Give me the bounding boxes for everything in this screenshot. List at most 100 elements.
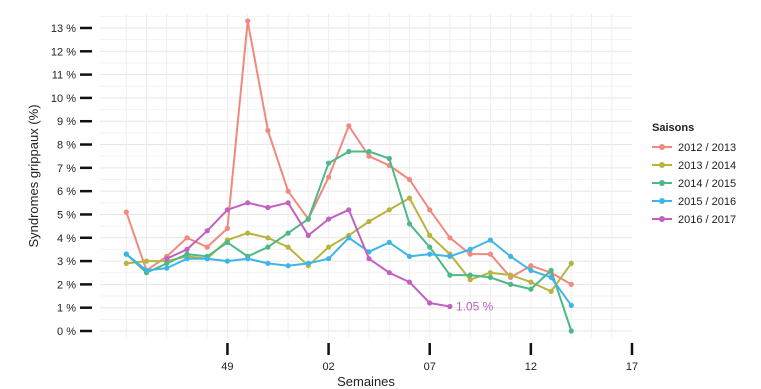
data-point [245, 18, 251, 24]
data-point [346, 123, 352, 129]
series-4 [123, 235, 574, 308]
data-point [184, 235, 190, 241]
data-point [224, 239, 230, 245]
y-tick-label: 3 % [57, 256, 76, 268]
legend-marker [659, 180, 665, 186]
data-point [406, 221, 413, 227]
data-point [386, 239, 392, 245]
data-point [285, 188, 291, 194]
data-point [285, 244, 291, 250]
data-point [406, 195, 413, 201]
legend-label: 2015 / 2016 [678, 196, 736, 208]
data-point [508, 272, 514, 278]
y-axis: 0 % 1 % 2 % 3 % 4 % 5 % 6 % 7 % 8 % 9 % 10 % 11 % 12… [51, 23, 92, 338]
data-point [265, 204, 271, 211]
y-tick-label: 8 % [57, 140, 76, 152]
y-tick-label: 2 % [57, 279, 76, 291]
annotation-label: 1.05 % [456, 300, 494, 314]
data-point [204, 256, 210, 262]
legend-marker [659, 144, 665, 150]
data-point [184, 246, 190, 252]
data-point [123, 260, 129, 266]
data-point [447, 303, 453, 310]
data-point [427, 232, 433, 238]
data-point [427, 244, 433, 250]
legend-item: 2015 / 2016 [652, 196, 736, 208]
data-point [386, 207, 392, 213]
data-point [366, 218, 372, 225]
data-point [447, 253, 453, 259]
legend-label: 2014 / 2015 [678, 178, 736, 190]
data-point [346, 148, 352, 155]
legend-marker [659, 162, 665, 168]
data-point [548, 274, 554, 280]
legend-item: 2016 / 2017 [652, 214, 736, 226]
data-point [265, 244, 271, 250]
data-point [224, 258, 230, 264]
data-point [123, 209, 129, 215]
data-point [487, 251, 493, 257]
data-point [366, 256, 372, 262]
data-point [346, 235, 352, 241]
y-tick-label: 9 % [57, 116, 76, 128]
series-layer [123, 18, 574, 334]
data-point [406, 279, 413, 285]
data-point [204, 228, 210, 234]
y-tick-label: 7 % [57, 163, 76, 175]
legend: Saisons 2012 / 2013 2013 / 2014 2014 / 201… [652, 122, 736, 226]
data-point [366, 148, 372, 155]
data-point [528, 279, 534, 285]
data-point [386, 270, 392, 276]
data-point [447, 272, 453, 278]
data-point [568, 260, 574, 266]
data-point [568, 302, 574, 308]
y-axis-title: Syndromes grippaux (%) [26, 104, 41, 247]
x-axis-title: Semaines [337, 374, 395, 389]
data-point [326, 174, 332, 180]
x-tick-label: 07 [424, 361, 436, 373]
data-point [528, 286, 534, 292]
data-point [143, 258, 150, 264]
x-tick-label: 17 [626, 361, 638, 373]
data-point [487, 237, 493, 243]
data-point [245, 230, 251, 236]
data-point [487, 274, 493, 280]
data-point [285, 230, 291, 236]
data-point [305, 216, 311, 222]
y-tick-label: 12 % [51, 46, 76, 58]
data-point [447, 235, 453, 241]
series-5 [164, 200, 453, 310]
x-axis: 49 02 07 12 17 [221, 343, 638, 373]
data-point [528, 267, 534, 273]
y-tick-label: 11 % [52, 70, 76, 82]
y-tick-label: 6 % [57, 186, 76, 198]
y-tick-label: 0 % [57, 326, 76, 338]
data-point [326, 160, 332, 166]
legend-marker [659, 198, 665, 204]
data-point [386, 155, 392, 162]
data-point [224, 225, 230, 231]
data-point [427, 207, 433, 213]
data-point [427, 251, 433, 257]
data-point [265, 127, 271, 134]
data-point [265, 235, 271, 241]
legend-marker [659, 216, 665, 222]
legend-label: 2013 / 2014 [678, 160, 736, 172]
data-point [285, 200, 291, 206]
legend-item: 2013 / 2014 [652, 160, 736, 172]
data-point [184, 251, 190, 257]
legend-label: 2016 / 2017 [678, 214, 736, 226]
data-point [326, 244, 332, 250]
data-point [184, 256, 190, 262]
y-tick-label: 5 % [57, 209, 76, 221]
data-point [326, 216, 332, 222]
y-tick-label: 10 % [51, 93, 76, 105]
data-point [265, 260, 271, 266]
legend-title: Saisons [652, 122, 694, 134]
data-point [245, 200, 251, 206]
legend-label: 2012 / 2013 [678, 142, 736, 154]
x-tick-label: 12 [525, 361, 537, 373]
y-tick-label: 13 % [51, 23, 76, 35]
data-point [285, 263, 291, 269]
annotations: 1.05 % [456, 300, 494, 314]
